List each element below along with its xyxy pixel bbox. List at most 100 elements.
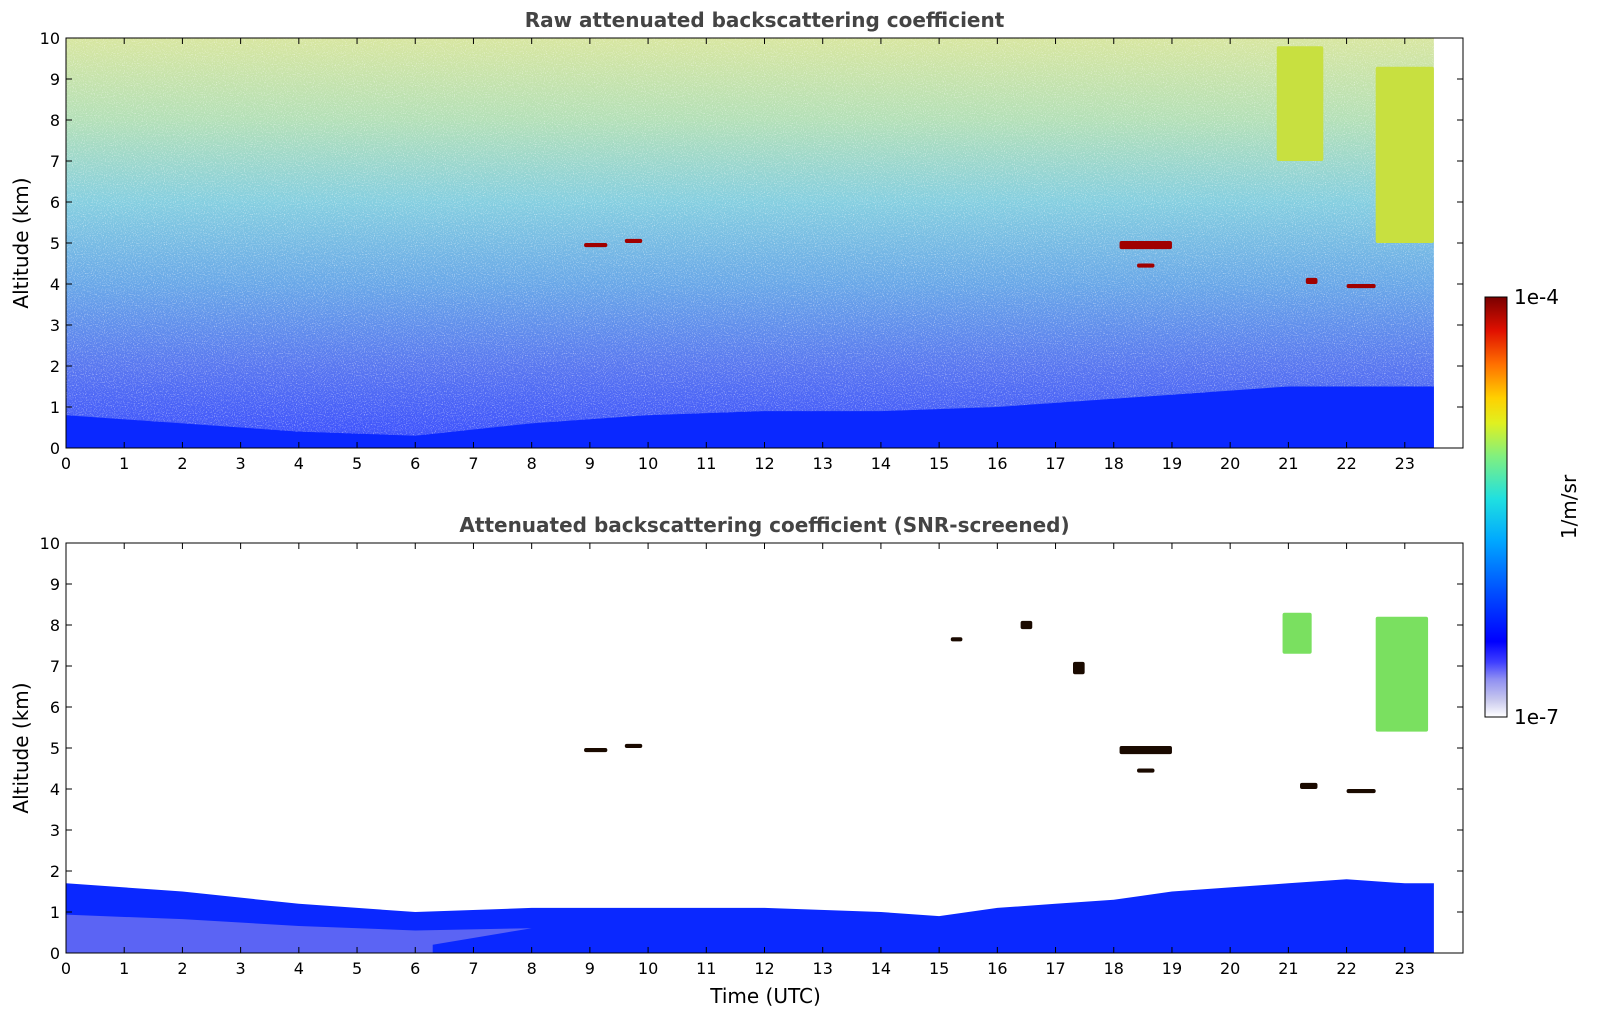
x-tick-label: 16 — [987, 959, 1007, 978]
x-tick-label: 0 — [61, 454, 71, 473]
panel-2: 0 1 2 3 4 5 6 7 8 9 10 11 12 13 14 15 16 17 18 19 20 21 22 2301… — [9, 513, 1464, 1008]
cloud-layer-5 — [1305, 277, 1318, 284]
x-tick-label: 2 — [177, 959, 187, 978]
panel-title: Attenuated backscattering coefficient (S… — [459, 513, 1069, 537]
y-tick-label: 0 — [50, 439, 60, 458]
x-tick-label: 7 — [468, 454, 478, 473]
cloud-layer-7 — [1282, 612, 1312, 654]
y-tick-label: 9 — [50, 70, 60, 89]
x-tick-label: 2 — [177, 454, 187, 473]
y-tick-label: 4 — [50, 275, 60, 294]
y-tick-label: 3 — [50, 316, 60, 335]
y-tick-label: 6 — [50, 698, 60, 717]
x-tick-label: 20 — [1220, 454, 1240, 473]
x-tick-label: 10 — [638, 959, 658, 978]
x-tick-label: 9 — [585, 454, 595, 473]
y-tick-label: 4 — [50, 780, 60, 799]
y-tick-label: 8 — [50, 616, 60, 635]
y-tick-label: 8 — [50, 111, 60, 130]
colorbar-max-label: 1e-4 — [1514, 285, 1559, 309]
cloud-layer-11 — [1073, 661, 1085, 675]
x-tick-label: 12 — [754, 454, 774, 473]
cloud-layer-8 — [1375, 66, 1434, 243]
x-tick-label: 4 — [294, 959, 304, 978]
y-axis-label: Altitude (km) — [9, 177, 33, 308]
y-tick-label: 7 — [50, 657, 60, 676]
y-axis-label: Altitude (km) — [9, 682, 33, 813]
x-tick-label: 18 — [1104, 959, 1124, 978]
x-tick-label: 19 — [1162, 959, 1182, 978]
colorbar-unit-label: 1/m/sr — [1557, 474, 1581, 539]
y-tick-label: 5 — [50, 739, 60, 758]
x-tick-label: 14 — [871, 454, 891, 473]
x-tick-label: 11 — [696, 454, 716, 473]
cloud-layer-2 — [624, 238, 643, 243]
x-tick-label: 4 — [294, 454, 304, 473]
colorbar: 1e-4 1e-7 1/m/sr — [1484, 285, 1581, 729]
x-tick-label: 9 — [585, 959, 595, 978]
cloud-layer-7 — [1276, 46, 1324, 162]
y-tick-label: 0 — [50, 944, 60, 963]
cloud-layer-1 — [584, 243, 608, 248]
heatmap-image — [66, 612, 1434, 953]
x-tick-label: 23 — [1395, 454, 1415, 473]
heatmap-image — [66, 38, 1434, 448]
cloud-layer-3 — [1119, 240, 1172, 250]
aerosol-layer — [66, 914, 532, 953]
cloud-layer-2 — [624, 743, 643, 748]
x-tick-label: 6 — [410, 454, 420, 473]
x-tick-label: 16 — [987, 454, 1007, 473]
y-tick-label: 10 — [40, 29, 60, 48]
y-tick-label: 1 — [50, 398, 60, 417]
x-tick-label: 19 — [1162, 454, 1182, 473]
x-tick-label: 17 — [1045, 959, 1065, 978]
x-tick-label: 3 — [236, 454, 246, 473]
y-tick-label: 10 — [40, 534, 60, 553]
y-tick-label: 9 — [50, 575, 60, 594]
cloud-layer-8 — [1375, 616, 1429, 732]
x-tick-label: 15 — [929, 454, 949, 473]
panel-1: 0 1 2 3 4 5 6 7 8 9 10 11 12 13 14 15 16 17 18 19 20 21 22 2301… — [9, 8, 1464, 473]
y-tick-label: 2 — [50, 357, 60, 376]
cloud-layer-10 — [1020, 620, 1033, 630]
x-tick-label: 22 — [1336, 959, 1356, 978]
y-tick-label: 3 — [50, 821, 60, 840]
x-tick-label: 5 — [352, 959, 362, 978]
cloud-layer-6 — [1346, 789, 1376, 794]
x-tick-label: 10 — [638, 454, 658, 473]
x-tick-label: 11 — [696, 959, 716, 978]
x-tick-label: 21 — [1278, 454, 1298, 473]
x-tick-label: 15 — [929, 959, 949, 978]
panel-title: Raw attenuated backscattering coefficien… — [525, 8, 1005, 32]
cloud-layer-6 — [1346, 284, 1376, 289]
x-tick-label: 0 — [61, 959, 71, 978]
cloud-layer-9 — [950, 637, 963, 642]
x-tick-label: 8 — [527, 959, 537, 978]
x-tick-label: 18 — [1104, 454, 1124, 473]
cloud-layer-1 — [584, 748, 608, 753]
x-tick-label: 22 — [1336, 454, 1356, 473]
y-tick-label: 2 — [50, 862, 60, 881]
x-tick-label: 1 — [119, 454, 129, 473]
cloud-layer-3 — [1119, 745, 1172, 755]
y-tick-label: 1 — [50, 903, 60, 922]
cloud-layer-4 — [1137, 768, 1155, 773]
y-tick-label: 7 — [50, 152, 60, 171]
x-tick-label: 21 — [1278, 959, 1298, 978]
x-tick-label: 3 — [236, 959, 246, 978]
x-tick-label: 14 — [871, 959, 891, 978]
colorbar-min-label: 1e-7 — [1514, 705, 1559, 729]
boundary-layer — [66, 386, 1434, 448]
x-tick-label: 13 — [813, 959, 833, 978]
noise-speckle — [66, 38, 1434, 448]
x-tick-label: 8 — [527, 454, 537, 473]
x-tick-label: 6 — [410, 959, 420, 978]
x-tick-label: 23 — [1395, 959, 1415, 978]
cloud-layer-5 — [1300, 782, 1318, 789]
x-tick-label: 12 — [754, 959, 774, 978]
x-tick-label: 17 — [1045, 454, 1065, 473]
x-tick-label: 1 — [119, 959, 129, 978]
y-tick-label: 5 — [50, 234, 60, 253]
cloud-layer-4 — [1137, 263, 1155, 268]
